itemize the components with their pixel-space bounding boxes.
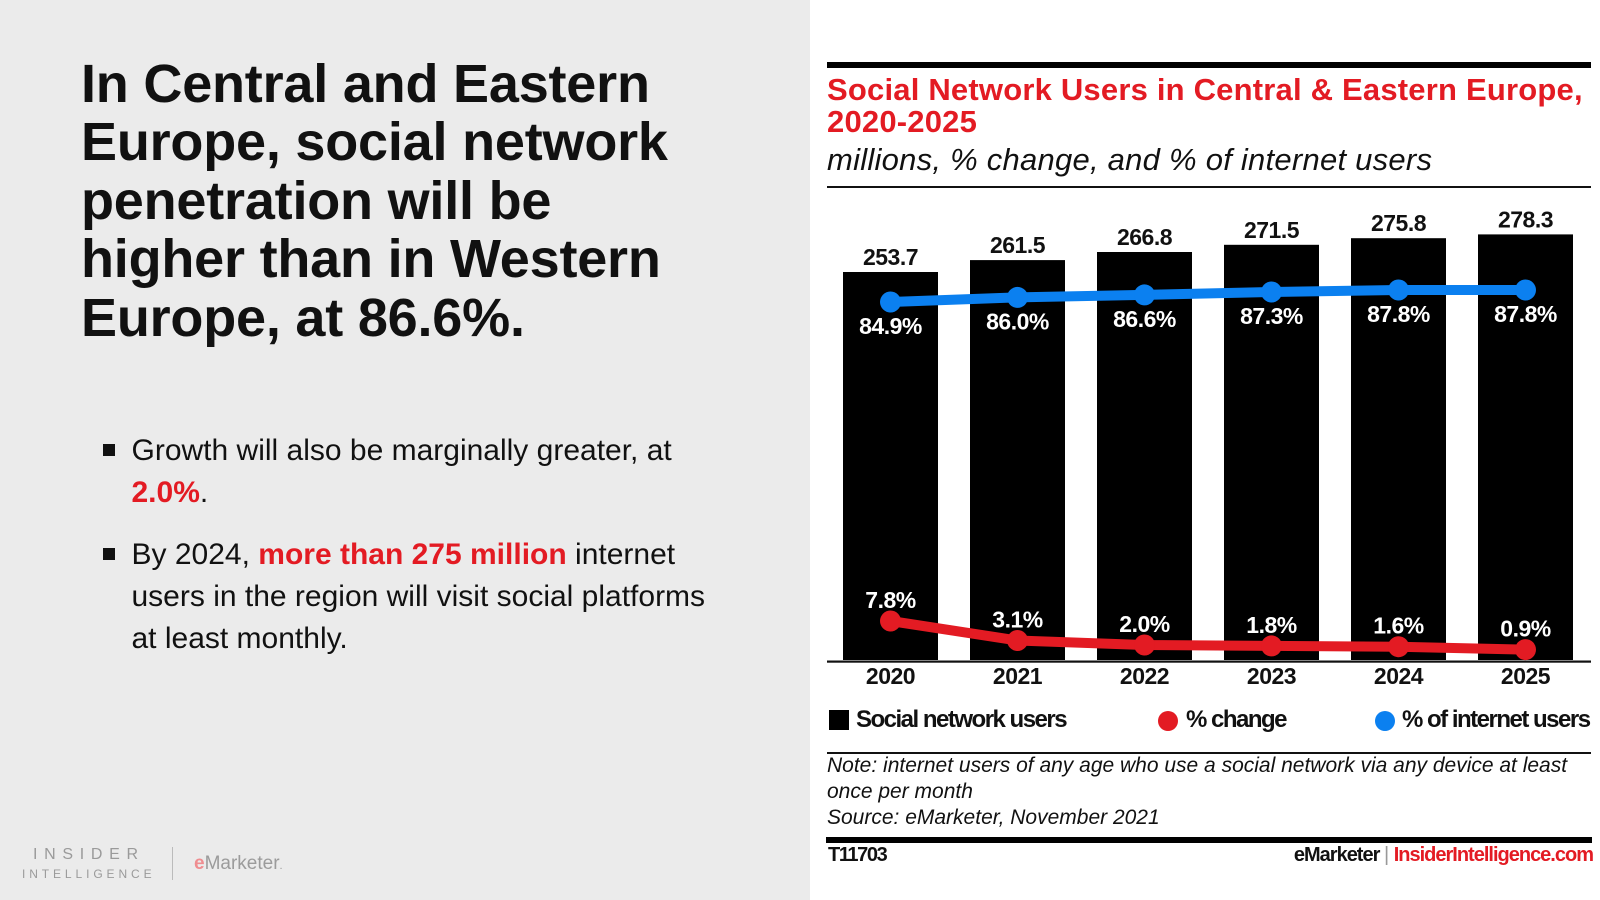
svg-text:0.9%: 0.9% [1500, 616, 1550, 642]
svg-text:275.8: 275.8 [1371, 210, 1427, 236]
svg-text:2.0%: 2.0% [1119, 611, 1169, 637]
svg-text:2021: 2021 [993, 663, 1043, 689]
svg-text:87.8%: 87.8% [1367, 301, 1430, 327]
svg-text:266.8: 266.8 [1117, 224, 1173, 250]
svg-text:87.3%: 87.3% [1240, 303, 1303, 329]
svg-text:253.7: 253.7 [863, 244, 918, 270]
svg-text:2024: 2024 [1374, 663, 1424, 689]
svg-text:2022: 2022 [1120, 663, 1169, 689]
svg-text:84.9%: 84.9% [859, 313, 922, 339]
svg-text:7.8%: 7.8% [865, 587, 915, 613]
svg-text:3.1%: 3.1% [992, 607, 1042, 633]
svg-text:2025: 2025 [1501, 663, 1551, 689]
svg-text:2023: 2023 [1247, 663, 1296, 689]
svg-text:261.5: 261.5 [990, 232, 1046, 258]
svg-text:278.3: 278.3 [1498, 206, 1553, 232]
svg-text:86.0%: 86.0% [986, 308, 1049, 334]
svg-text:87.8%: 87.8% [1494, 301, 1557, 327]
svg-text:271.5: 271.5 [1244, 217, 1300, 243]
svg-text:1.8%: 1.8% [1246, 612, 1296, 638]
svg-text:86.6%: 86.6% [1113, 306, 1176, 332]
svg-text:1.6%: 1.6% [1373, 613, 1423, 639]
svg-text:2020: 2020 [866, 663, 915, 689]
